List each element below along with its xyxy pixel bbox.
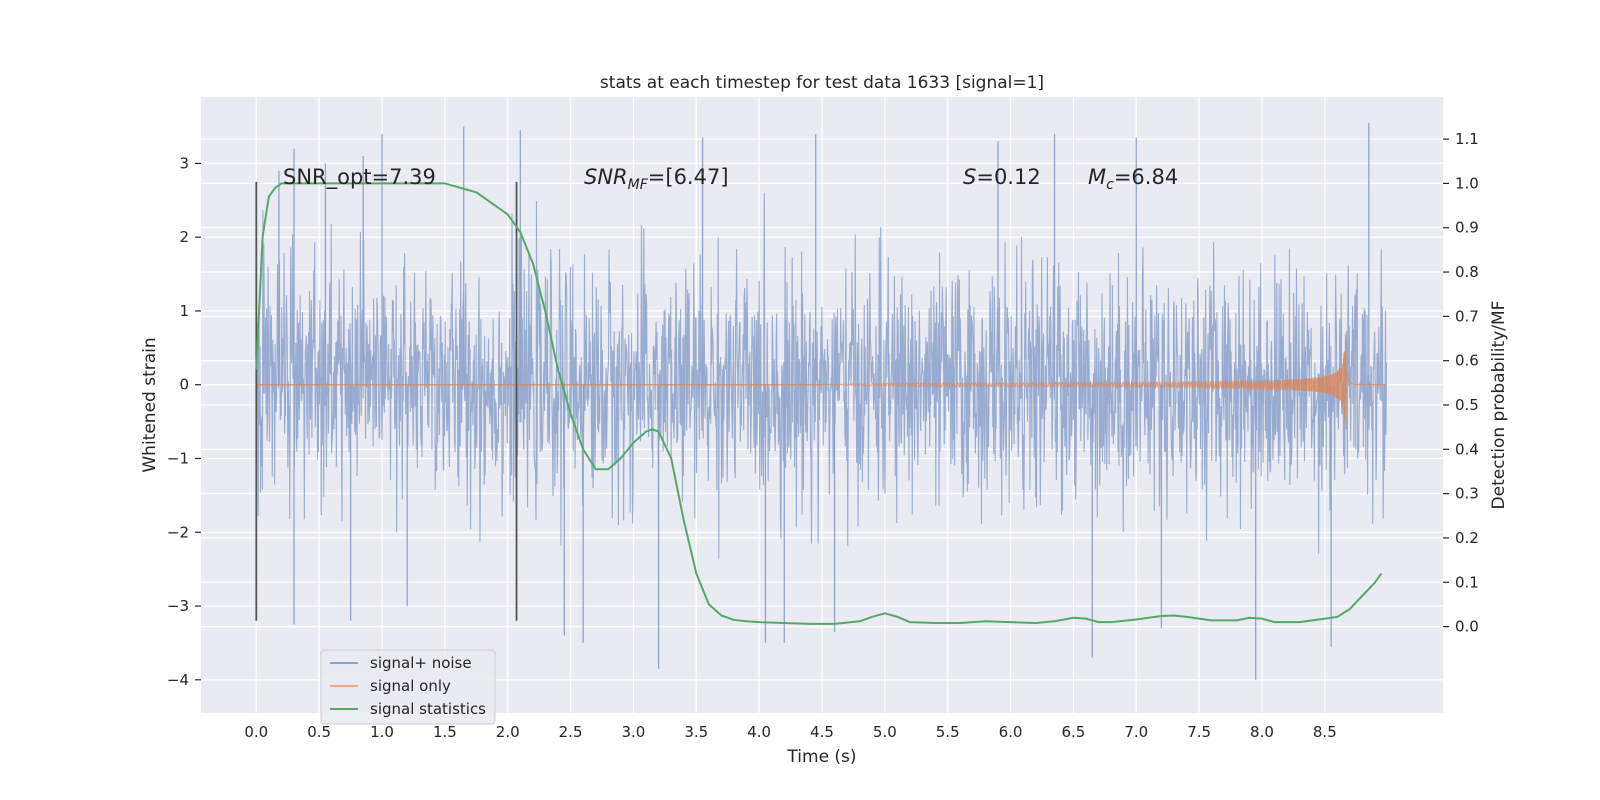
x-tick-label: 3.0	[622, 723, 646, 741]
y-tick-label: 0	[179, 376, 189, 394]
x-tick-label: 3.5	[684, 723, 708, 741]
y2-tick-label: 0.0	[1455, 618, 1479, 636]
annotations: SNR_opt=7.39 SNRMF=[6.47] S=0.12 Mc=6.84	[283, 165, 1178, 193]
legend-label-signal-noise: signal+ noise	[370, 654, 472, 672]
vertical-markers	[255, 181, 518, 621]
legend: signal+ noise signal only signal statist…	[320, 649, 496, 725]
y2-tick-label: 0.9	[1455, 219, 1479, 237]
series-signal-only	[256, 341, 1387, 429]
y-axis-label: Whitened strain	[140, 337, 160, 472]
annotation-s-main: S	[963, 165, 976, 189]
annotation-snr-mf: SNRMF=[6.47]	[584, 165, 729, 193]
y2-tick-label: 0.3	[1455, 485, 1479, 503]
y2-axis-label: Detection probability/MF	[1489, 301, 1509, 510]
x-tick-label: 4.0	[747, 723, 771, 741]
x-tick-label: 0.5	[307, 723, 331, 741]
y-tick-label: 1	[179, 302, 189, 320]
annotation-mc: Mc=6.84	[1088, 165, 1178, 193]
y-tick-label: −3	[167, 597, 189, 615]
x-tick-label: 5.5	[936, 723, 960, 741]
x-tick-label: 8.5	[1313, 723, 1337, 741]
x-tick-label: 1.5	[433, 723, 457, 741]
annotation-snr-mf-main: SNR	[584, 165, 628, 189]
x-tick-label: 8.0	[1250, 723, 1274, 741]
annotation-mc-sub: c	[1106, 177, 1114, 193]
y-axis-ticks: −4 −3 −2 −1 0 1 2 3	[167, 154, 201, 689]
y-tick-label: 2	[179, 228, 189, 246]
annotation-snr-mf-value: =[6.47]	[648, 165, 729, 189]
legend-box	[320, 649, 496, 725]
x-tick-label: 4.5	[810, 723, 834, 741]
y2-tick-label: 0.2	[1455, 529, 1479, 547]
x-tick-label: 5.0	[873, 723, 897, 741]
y2-tick-label: 0.6	[1455, 352, 1479, 370]
x-axis-label: Time (s)	[786, 747, 856, 767]
x-axis-ticks: 0.0 0.5 1.0 1.5 2.0 2.5 3.0 3.5 4.0 4.5 5.0 5.5 6.0 6…	[244, 723, 1336, 741]
y2-tick-label: 0.8	[1455, 263, 1479, 281]
y2-tick-label: 0.1	[1455, 573, 1479, 591]
legend-label-signal-statistics: signal statistics	[370, 700, 486, 718]
annotation-snr-opt: SNR_opt=7.39	[283, 165, 436, 190]
y-tick-label: −1	[167, 449, 189, 467]
signal-chirp-trace	[822, 341, 1387, 429]
chart-title: stats at each timestep for test data 163…	[600, 73, 1044, 93]
y2-tick-label: 1.0	[1455, 174, 1479, 192]
x-tick-label: 6.0	[999, 723, 1023, 741]
y2-tick-label: 0.5	[1455, 396, 1479, 414]
x-tick-label: 7.5	[1187, 723, 1211, 741]
y-tick-label: −4	[167, 671, 189, 689]
x-tick-label: 2.0	[496, 723, 520, 741]
y-tick-label: −2	[167, 523, 189, 541]
noise-trace	[255, 192, 1387, 559]
y-tick-label: 3	[179, 154, 189, 172]
statistics-line	[255, 182, 1383, 625]
x-tick-label: 1.0	[370, 723, 394, 741]
x-tick-label: 6.5	[1061, 723, 1085, 741]
x-tick-label: 2.5	[559, 723, 583, 741]
series-signal-statistics	[255, 182, 1383, 625]
annotation-snr-mf-sub: MF	[628, 177, 649, 193]
legend-label-signal-only: signal only	[370, 677, 451, 695]
y2-tick-label: 0.4	[1455, 440, 1479, 458]
y2-tick-label: 1.1	[1455, 130, 1479, 148]
y2-axis-ticks: 0.0 0.1 0.2 0.3 0.4 0.5 0.6 0.7 0.8 0.9 1.0 1.1	[1443, 130, 1479, 636]
annotation-s: S=0.12	[963, 165, 1041, 189]
y2-tick-label: 0.7	[1455, 307, 1479, 325]
annotation-mc-value: =6.84	[1114, 165, 1178, 189]
annotation-s-value: =0.12	[976, 165, 1040, 189]
x-tick-label: 0.0	[244, 723, 268, 741]
annotation-mc-main: M	[1088, 165, 1106, 189]
x-tick-label: 7.0	[1124, 723, 1148, 741]
